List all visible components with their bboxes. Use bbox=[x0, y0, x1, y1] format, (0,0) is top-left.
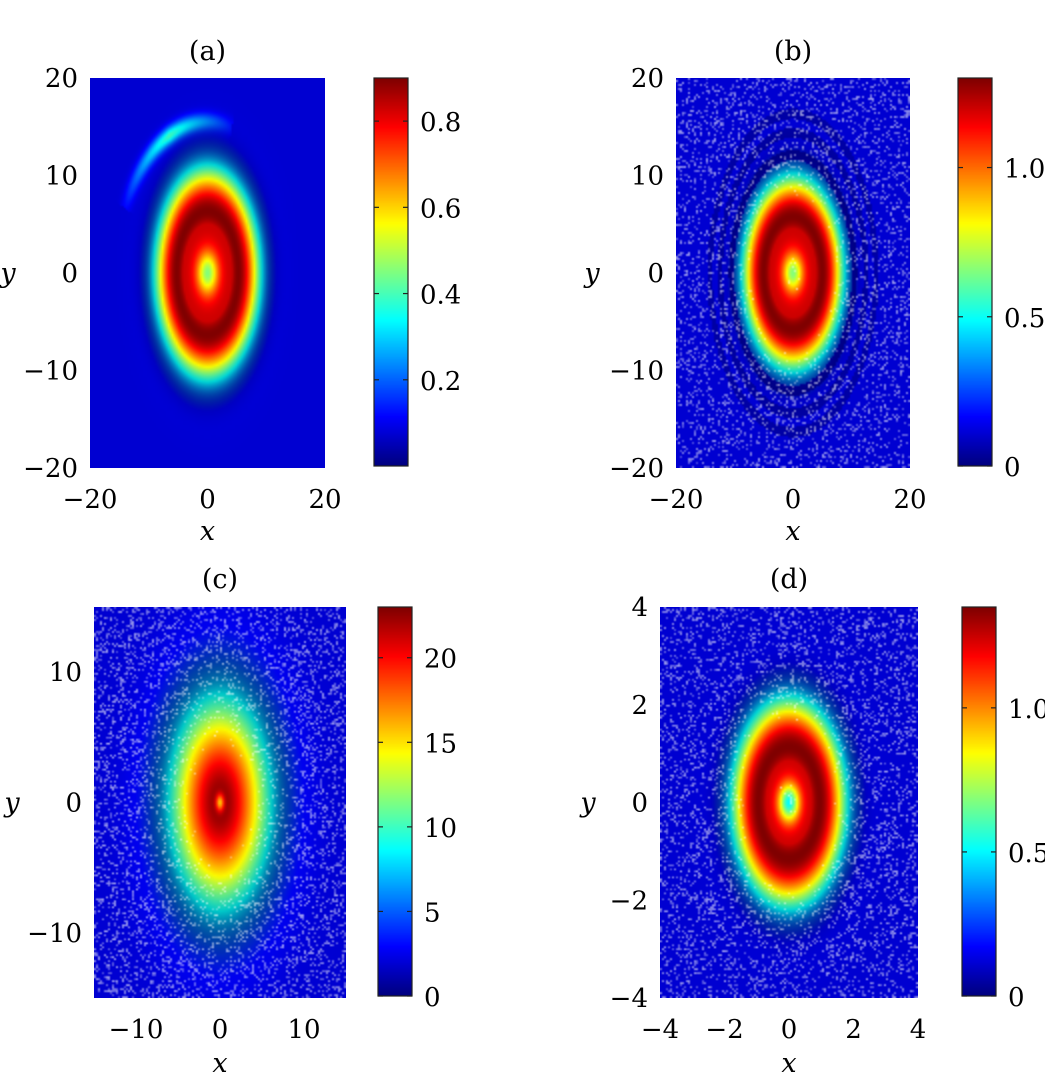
colorbar-tick-label: 0.4 bbox=[420, 281, 461, 311]
colorbar-tick-label: 0 bbox=[1004, 453, 1021, 483]
colorbar-frame bbox=[377, 606, 413, 997]
y-tick-label: −20 bbox=[609, 454, 664, 484]
panel-title: (d) bbox=[770, 564, 808, 595]
x-axis-label: x bbox=[785, 516, 800, 547]
colorbar-tick-label: 15 bbox=[424, 729, 457, 759]
x-tick-label: 0 bbox=[785, 485, 802, 515]
heatmap-image bbox=[94, 607, 346, 998]
x-tick-label: 4 bbox=[910, 1015, 927, 1045]
y-axis-label: y bbox=[0, 258, 16, 289]
x-tick-label: −20 bbox=[649, 485, 704, 515]
panel-title: (c) bbox=[202, 564, 238, 595]
y-tick-label: 2 bbox=[631, 691, 648, 721]
x-axis-label: x bbox=[200, 516, 215, 547]
colorbar-tick-label: 0 bbox=[1008, 983, 1025, 1013]
y-tick-label: −10 bbox=[27, 919, 82, 949]
panel-c: (c) −10 0 10 10 0 −10 x y 0 5 10 15 20 bbox=[3, 564, 457, 1076]
y-tick-label: 0 bbox=[647, 259, 664, 289]
colorbar-tick-label: 10 bbox=[424, 814, 457, 844]
x-tick-label: −2 bbox=[705, 1015, 743, 1045]
y-tick-label: −20 bbox=[23, 454, 78, 484]
y-tick-label: 10 bbox=[45, 162, 78, 192]
heatmap-image bbox=[660, 607, 918, 998]
x-tick-label: 0 bbox=[781, 1015, 798, 1045]
y-tick-label: 10 bbox=[631, 162, 664, 192]
x-tick-label: 0 bbox=[212, 1015, 229, 1045]
heatmap-image bbox=[676, 78, 910, 468]
y-tick-label: 0 bbox=[631, 789, 648, 819]
colorbar-tick-label: 20 bbox=[424, 645, 457, 675]
colorbar-tick-label: 0 bbox=[424, 983, 441, 1013]
colorbar-frame bbox=[961, 606, 997, 997]
x-axis-label: x bbox=[781, 1048, 796, 1076]
panel-d: (d) −4 −2 0 2 4 4 2 0 −2 −4 x y 0 0.5 1.0 bbox=[579, 564, 1045, 1076]
y-tick-label: −10 bbox=[23, 357, 78, 387]
y-axis-label: y bbox=[3, 788, 20, 819]
colorbar-tick-label: 1.0 bbox=[1004, 155, 1045, 185]
y-tick-label: 0 bbox=[61, 259, 78, 289]
colorbar-gradient bbox=[962, 607, 996, 996]
x-axis-label: x bbox=[212, 1048, 227, 1076]
panel-title: (b) bbox=[774, 36, 812, 67]
y-tick-label: 4 bbox=[631, 593, 648, 623]
colorbar-tick-label: 5 bbox=[424, 898, 441, 928]
panel-a: (a) −20 0 20 20 10 0 −10 −20 x y 0.2 0.4 0.6 0.8 bbox=[0, 36, 461, 547]
y-tick-label: 20 bbox=[45, 64, 78, 94]
panel-title: (a) bbox=[189, 36, 226, 67]
x-tick-label: 10 bbox=[287, 1015, 320, 1045]
y-tick-label: −10 bbox=[609, 357, 664, 387]
y-axis-label: y bbox=[583, 258, 600, 289]
colorbar-gradient bbox=[958, 78, 992, 466]
x-tick-label: 0 bbox=[199, 485, 216, 515]
x-tick-label: 20 bbox=[893, 485, 926, 515]
colorbar-frame bbox=[957, 77, 993, 467]
y-tick-label: 10 bbox=[49, 658, 82, 688]
x-tick-label: 2 bbox=[845, 1015, 862, 1045]
x-tick-label: −4 bbox=[641, 1015, 679, 1045]
colorbar-tick-label: 0.5 bbox=[1004, 304, 1045, 334]
colorbar-tick-label: 1.0 bbox=[1008, 695, 1045, 725]
colorbar-tick-label: 0.8 bbox=[420, 108, 461, 138]
x-tick-label: −20 bbox=[63, 485, 118, 515]
y-tick-label: −4 bbox=[610, 984, 648, 1014]
colorbar-tick-label: 0.2 bbox=[420, 367, 461, 397]
colorbar-tick-label: 0.5 bbox=[1008, 839, 1045, 869]
heatmap-image bbox=[90, 78, 325, 468]
colorbar-gradient bbox=[374, 78, 408, 466]
colorbar-frame bbox=[373, 77, 409, 467]
y-tick-label: 20 bbox=[631, 64, 664, 94]
y-axis-label: y bbox=[579, 788, 596, 819]
x-tick-label: −10 bbox=[109, 1015, 164, 1045]
colorbar-tick-label: 0.6 bbox=[420, 194, 461, 224]
panel-b: (b) −20 0 20 20 10 0 −10 −20 x y 0 0.5 1.0 bbox=[583, 36, 1045, 547]
x-tick-label: 20 bbox=[308, 485, 341, 515]
colorbar-gradient bbox=[378, 607, 412, 996]
y-tick-label: 0 bbox=[65, 789, 82, 819]
y-tick-label: −2 bbox=[610, 886, 648, 916]
